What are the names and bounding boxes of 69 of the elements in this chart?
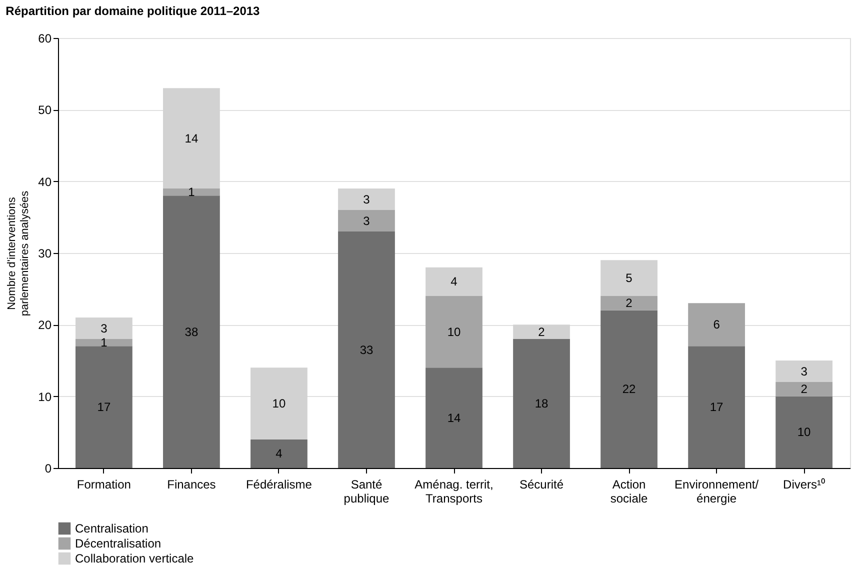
- bar: [338, 232, 395, 468]
- data-label: 6: [713, 318, 720, 332]
- bar: [76, 339, 132, 346]
- x-tick-label: Formation: [76, 478, 131, 492]
- data-label: 1: [188, 185, 196, 200]
- data-label: 5: [626, 271, 633, 286]
- bar: [250, 368, 308, 440]
- data-label: 3: [100, 321, 108, 336]
- y-tick-label: 0: [44, 462, 52, 476]
- x-tick-label: Sécurité: [520, 478, 564, 492]
- bar: [513, 339, 570, 468]
- data-label: 1: [100, 336, 108, 350]
- data-label: 14: [447, 410, 461, 425]
- data-label: 2: [626, 296, 633, 310]
- data-label: 10: [272, 396, 286, 410]
- bar: [338, 188, 395, 210]
- x-tick-label: Fédéralisme: [246, 478, 312, 492]
- y-tick-label: 10: [38, 390, 52, 404]
- data-label: 2: [538, 324, 546, 339]
- y-tick-label: 20: [38, 318, 52, 332]
- x-tick-label: Finances: [167, 478, 216, 492]
- bar: [600, 310, 658, 468]
- bar: [250, 439, 308, 468]
- data-label: 3: [363, 192, 370, 206]
- y-axis-title: Nombre d'interventions parlementaires analysées: [6, 190, 32, 316]
- data-label: 3: [800, 364, 808, 378]
- data-label: 33: [360, 342, 374, 357]
- data-label: 18: [534, 396, 549, 410]
- bar: [163, 88, 220, 188]
- bar: [513, 324, 570, 339]
- y-tick-label: 40: [38, 174, 52, 189]
- bar: [600, 260, 658, 296]
- data-label: 38: [184, 324, 198, 339]
- bar: [688, 346, 745, 468]
- data-label: 3: [363, 214, 370, 228]
- data-label: 22: [622, 382, 636, 396]
- data-label: 10: [447, 324, 461, 339]
- bar: [163, 196, 220, 468]
- data-label: 10: [797, 425, 812, 440]
- chart-title: Répartition par domaine politique 2011–2013: [6, 4, 260, 18]
- bar: [776, 382, 832, 396]
- legend-label: Centralisation: [75, 522, 148, 536]
- data-label: 14: [184, 131, 198, 146]
- x-tick-label: Environnement/ énergie: [674, 478, 760, 506]
- bar: [163, 188, 220, 196]
- bar: [776, 396, 832, 468]
- x-tick-label: Aménag. territ, Transports: [414, 478, 494, 506]
- data-label: 2: [800, 382, 808, 396]
- bar: [338, 210, 395, 232]
- bar: [426, 267, 482, 296]
- x-tick-label: Action sociale: [610, 478, 648, 506]
- bar: [76, 346, 132, 468]
- legend-label: Décentralisation: [75, 536, 162, 550]
- bar: [776, 360, 832, 382]
- bar: [426, 368, 482, 468]
- data-label: 4: [450, 274, 458, 289]
- x-tick-label: Divers¹⁰: [783, 478, 826, 492]
- y-tick-label: 60: [38, 32, 52, 46]
- y-tick-label: 50: [38, 103, 52, 118]
- data-label: 4: [276, 446, 283, 461]
- data-label: 17: [97, 400, 111, 414]
- bar: [600, 296, 658, 310]
- x-tick-label: Santé publique: [344, 478, 390, 506]
- bar: [76, 318, 132, 339]
- y-tick-label: 30: [38, 246, 52, 260]
- data-label: 17: [710, 400, 724, 414]
- legend-label: Collaboration verticale: [75, 552, 194, 566]
- bar: [688, 303, 745, 346]
- bar: [426, 296, 482, 368]
